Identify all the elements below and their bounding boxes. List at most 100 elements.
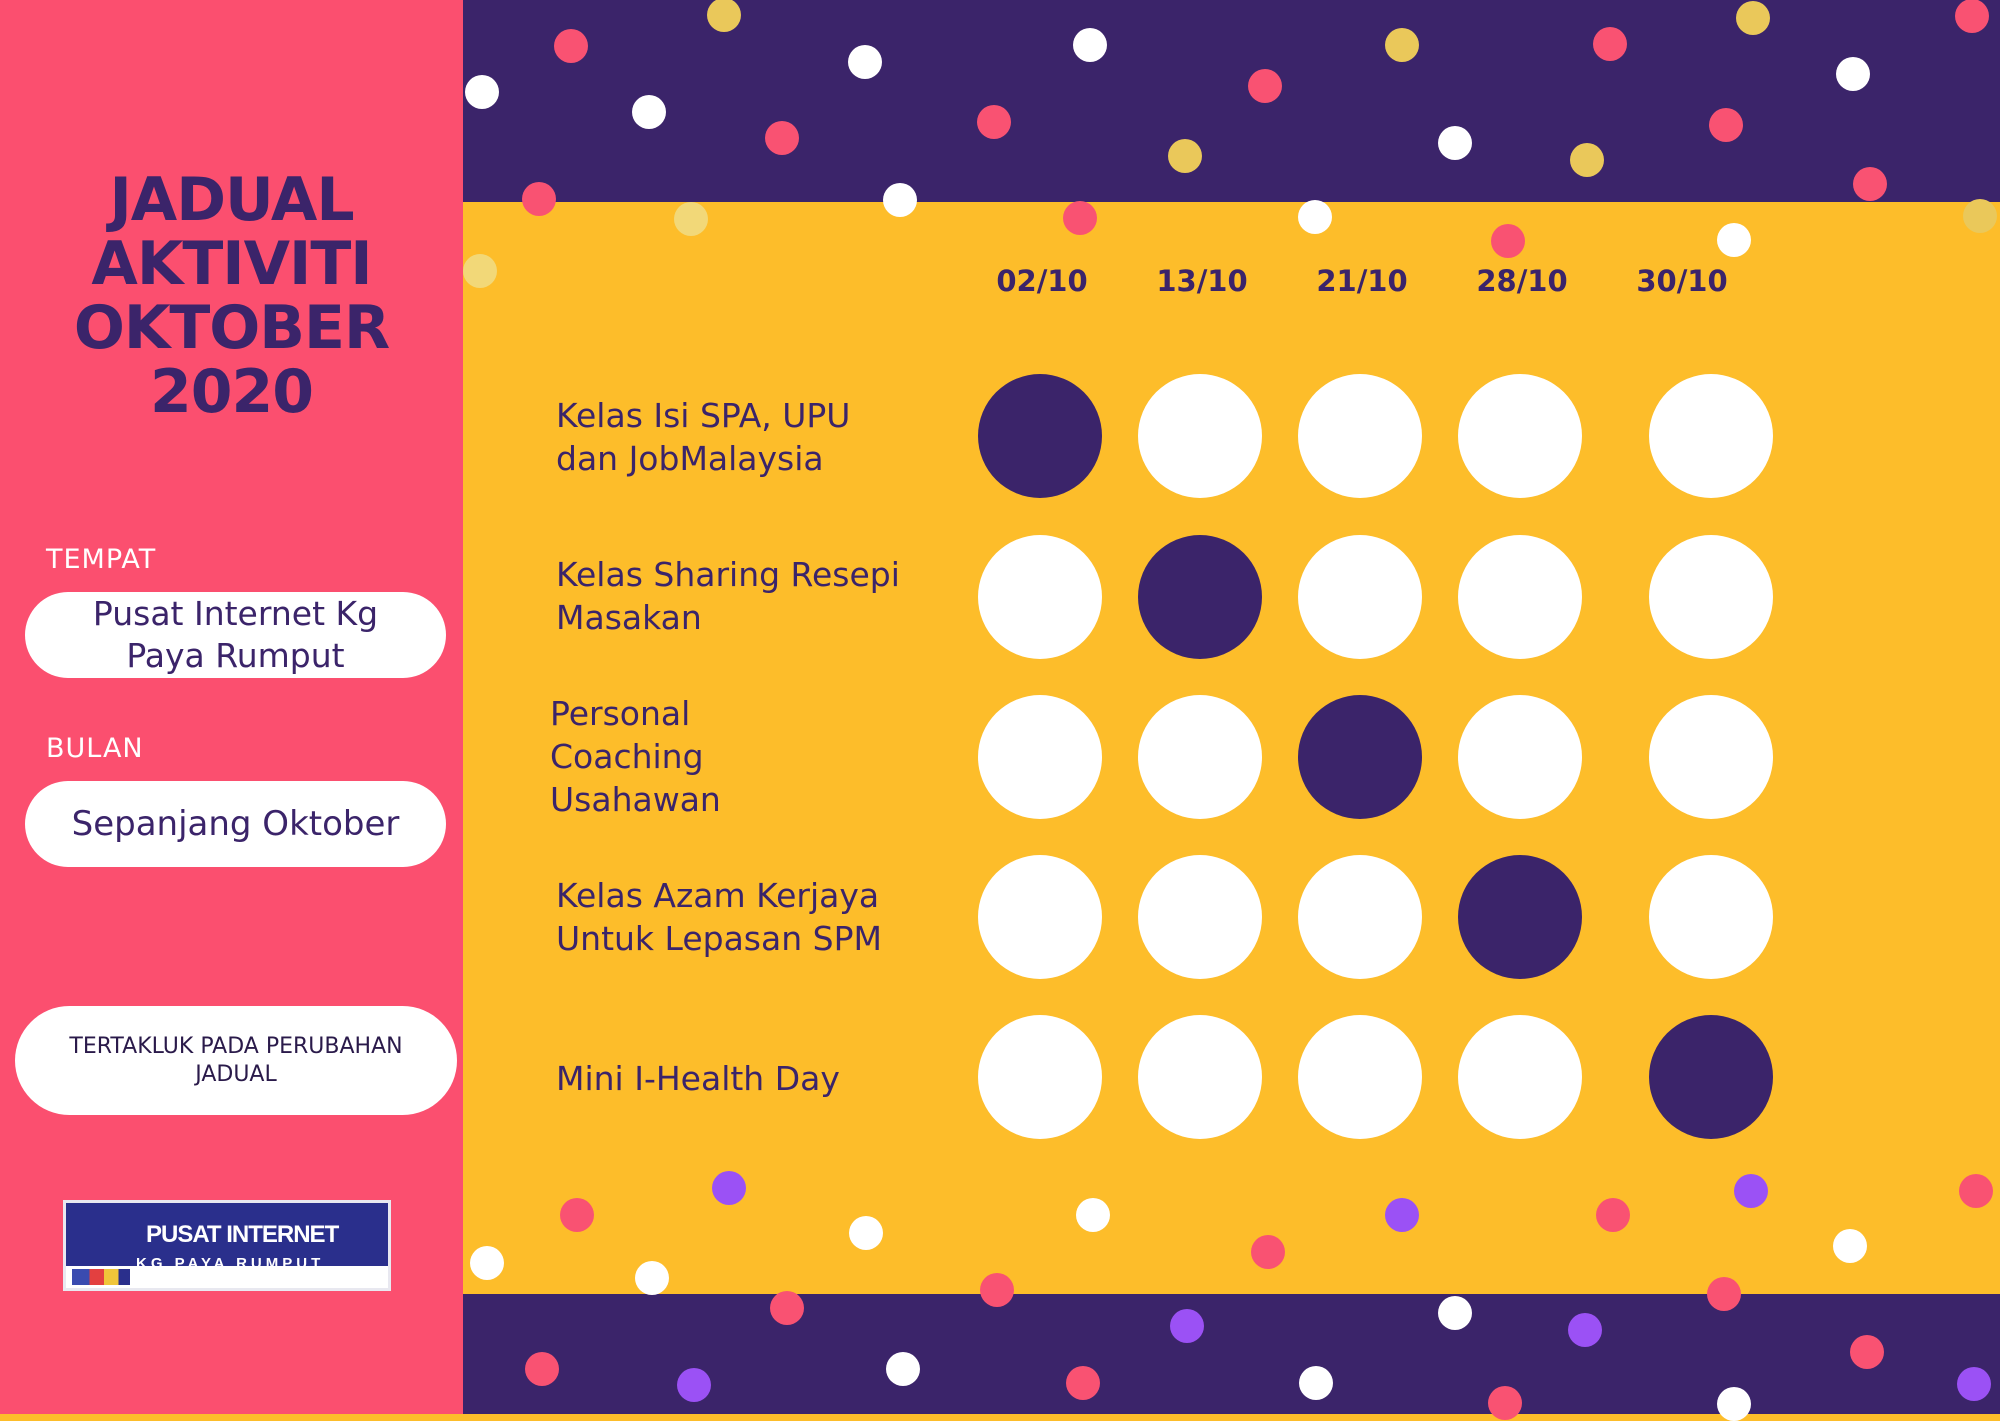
schedule-circle-empty (978, 1015, 1102, 1139)
confetti-dot (1853, 167, 1887, 201)
sidebar: JADUAL AKTIVITI OKTOBER 2020 TEMPAT Pusa… (0, 0, 463, 1414)
month-label: BULAN (46, 733, 144, 764)
confetti-dot (765, 121, 799, 155)
confetti-dot (1438, 1296, 1472, 1330)
confetti-dot (712, 1171, 746, 1205)
activity-line: Kelas Azam Kerjaya (556, 876, 880, 915)
confetti-dot (980, 1273, 1014, 1307)
confetti-dot (1491, 224, 1525, 258)
activity-label: Kelas Isi SPA, UPU dan JobMalaysia (556, 394, 850, 480)
activity-line: Kelas Sharing Resepi (556, 555, 900, 594)
confetti-dot (674, 202, 708, 236)
confetti-dot (560, 1198, 594, 1232)
logo-main-text: PUSAT INTERNET (146, 1221, 339, 1248)
confetti-dot (1568, 1313, 1602, 1347)
logo: PUSAT INTERNET KG PAYA RUMPUT (63, 1200, 391, 1291)
activity-label: Kelas Sharing Resepi Masakan (556, 553, 900, 639)
confetti-dot (1734, 1174, 1768, 1208)
confetti-dot (1073, 28, 1107, 62)
confetti-dot (1251, 1235, 1285, 1269)
schedule-circle-marked (978, 374, 1102, 498)
date-header: 28/10 (1476, 264, 1568, 298)
date-header: 13/10 (1156, 264, 1248, 298)
confetti-dot (1850, 1335, 1884, 1369)
activity-label: Kelas Azam Kerjaya Untuk Lepasan SPM (556, 874, 882, 960)
confetti-dot (1488, 1386, 1522, 1420)
confetti-dot (1833, 1229, 1867, 1263)
confetti-dot (1957, 1367, 1991, 1401)
activity-line: Mini I-Health Day (556, 1059, 840, 1098)
schedule-circle-marked (1138, 535, 1262, 659)
title-line: JADUAL (109, 165, 354, 235)
venue-line: Pusat Internet Kg (92, 594, 379, 633)
schedule-circle-empty (1649, 535, 1773, 659)
confetti-dot (1593, 27, 1627, 61)
activity-line: Usahawan (550, 780, 721, 819)
schedule-circle-empty (978, 855, 1102, 979)
title-line: OKTOBER (73, 293, 390, 363)
schedule-circle-empty (1649, 695, 1773, 819)
schedule-circle-empty (1458, 1015, 1582, 1139)
date-header: 21/10 (1316, 264, 1408, 298)
date-header: 02/10 (996, 264, 1088, 298)
activity-line: Untuk Lepasan SPM (556, 919, 882, 958)
confetti-dot (1168, 139, 1202, 173)
confetti-dot (1963, 199, 1997, 233)
confetti-dot (886, 1352, 920, 1386)
schedule-circle-empty (1458, 535, 1582, 659)
confetti-dot (525, 1352, 559, 1386)
confetti-dot (849, 1216, 883, 1250)
activity-line: Kelas Isi SPA, UPU (556, 396, 851, 435)
note-line: TERTAKLUK PADA PERUBAHAN (69, 1033, 403, 1059)
title-line: AKTIVITI (91, 229, 372, 299)
confetti-dot (1836, 57, 1870, 91)
confetti-dot (883, 183, 917, 217)
page-title: JADUAL AKTIVITI OKTOBER 2020 (0, 168, 463, 424)
confetti-dot (1063, 201, 1097, 235)
confetti-dot (977, 105, 1011, 139)
activity-label: Mini I-Health Day (556, 1057, 840, 1100)
schedule-circle-marked (1649, 1015, 1773, 1139)
activity-line: Personal (550, 694, 691, 733)
schedule-note-pill: TERTAKLUK PADA PERUBAHAN JADUAL (15, 1006, 457, 1115)
activity-line: Coaching (550, 737, 704, 776)
confetti-dot (1707, 1277, 1741, 1311)
confetti-dot (465, 75, 499, 109)
venue-line: Paya Rumput (126, 636, 345, 675)
confetti-dot (463, 254, 497, 288)
schedule-circle-empty (978, 695, 1102, 819)
schedule-circle-empty (1138, 695, 1262, 819)
confetti-dot (1709, 108, 1743, 142)
schedule-circle-marked (1458, 855, 1582, 979)
note-line: JADUAL (195, 1061, 277, 1087)
confetti-dot (554, 29, 588, 63)
confetti-dot (470, 1246, 504, 1280)
title-line: 2020 (150, 357, 314, 427)
schedule-circle-empty (1298, 1015, 1422, 1139)
schedule-circle-empty (1458, 695, 1582, 819)
confetti-dot (1736, 1, 1770, 35)
confetti-dot (1170, 1309, 1204, 1343)
confetti-dot (522, 182, 556, 216)
venue-label: TEMPAT (46, 544, 157, 575)
confetti-dot (707, 0, 741, 32)
confetti-dot (677, 1368, 711, 1402)
confetti-dot (1248, 69, 1282, 103)
activity-line: Masakan (556, 598, 702, 637)
confetti-dot (1438, 126, 1472, 160)
schedule-circle-empty (1458, 374, 1582, 498)
venue-pill: Pusat Internet Kg Paya Rumput (25, 592, 446, 678)
activity-label: Personal Coaching Usahawan (550, 692, 721, 821)
schedule-circle-empty (1138, 855, 1262, 979)
schedule-circle-marked (1298, 695, 1422, 819)
activity-line: dan JobMalaysia (556, 439, 824, 478)
month-pill: Sepanjang Oktober (25, 781, 446, 867)
confetti-dot (1076, 1198, 1110, 1232)
confetti-dot (1717, 223, 1751, 257)
confetti-dot (1385, 1198, 1419, 1232)
confetti-dot (770, 1291, 804, 1325)
confetti-dot (1717, 1387, 1751, 1421)
schedule-circle-empty (1138, 374, 1262, 498)
confetti-dot (1570, 143, 1604, 177)
schedule-circle-empty (1298, 374, 1422, 498)
